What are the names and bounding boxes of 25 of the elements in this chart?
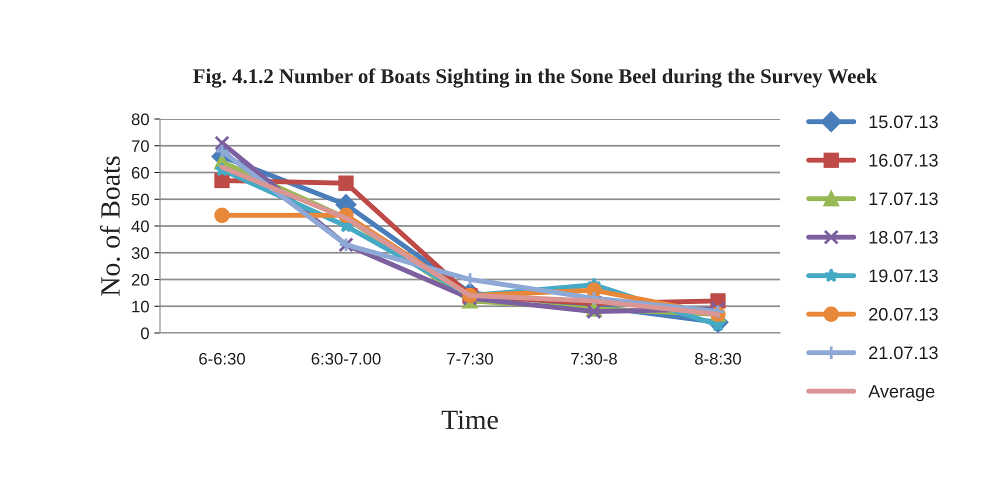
y-tick-label: 30 — [132, 247, 149, 259]
chart-title: Fig. 4.1.2 Number of Boats Sighting in the Sone Beel during the Survey Week — [193, 68, 878, 88]
legend-label: Average — [868, 385, 934, 402]
y-tick-label: 0 — [140, 327, 149, 340]
x-tick-label: 7-7:30 — [447, 352, 493, 365]
legend-label: 17.07.13 — [870, 192, 938, 206]
legend-label: 21.07.13 — [869, 346, 938, 360]
x-tick-label: 6:30-7.00 — [312, 352, 381, 365]
y-tick-label: 70 — [132, 140, 149, 152]
x-tick-label: 7:30-8 — [571, 352, 617, 365]
legend-label: 19.07.13 — [870, 269, 938, 282]
y-tick-label: 20 — [132, 274, 149, 286]
y-tick-label: 80 — [132, 113, 149, 126]
legend-label: 15.07.13 — [870, 115, 938, 128]
y-tick-label: 40 — [131, 220, 149, 232]
y-tick-label: 10 — [132, 300, 149, 312]
x-tick-label: 8-8:30 — [695, 352, 741, 365]
x-axis-title: Time — [442, 410, 498, 430]
legend-label: 16.07.13 — [870, 154, 938, 167]
legend-label: 18.07.13 — [870, 230, 938, 244]
legend-label: 20.07.13 — [869, 308, 938, 321]
y-tick-label: 60 — [132, 166, 149, 179]
x-tick-label: 6-6:30 — [199, 352, 245, 365]
y-axis-title: No. of Boats — [100, 156, 120, 296]
y-tick-label: 50 — [132, 194, 149, 206]
